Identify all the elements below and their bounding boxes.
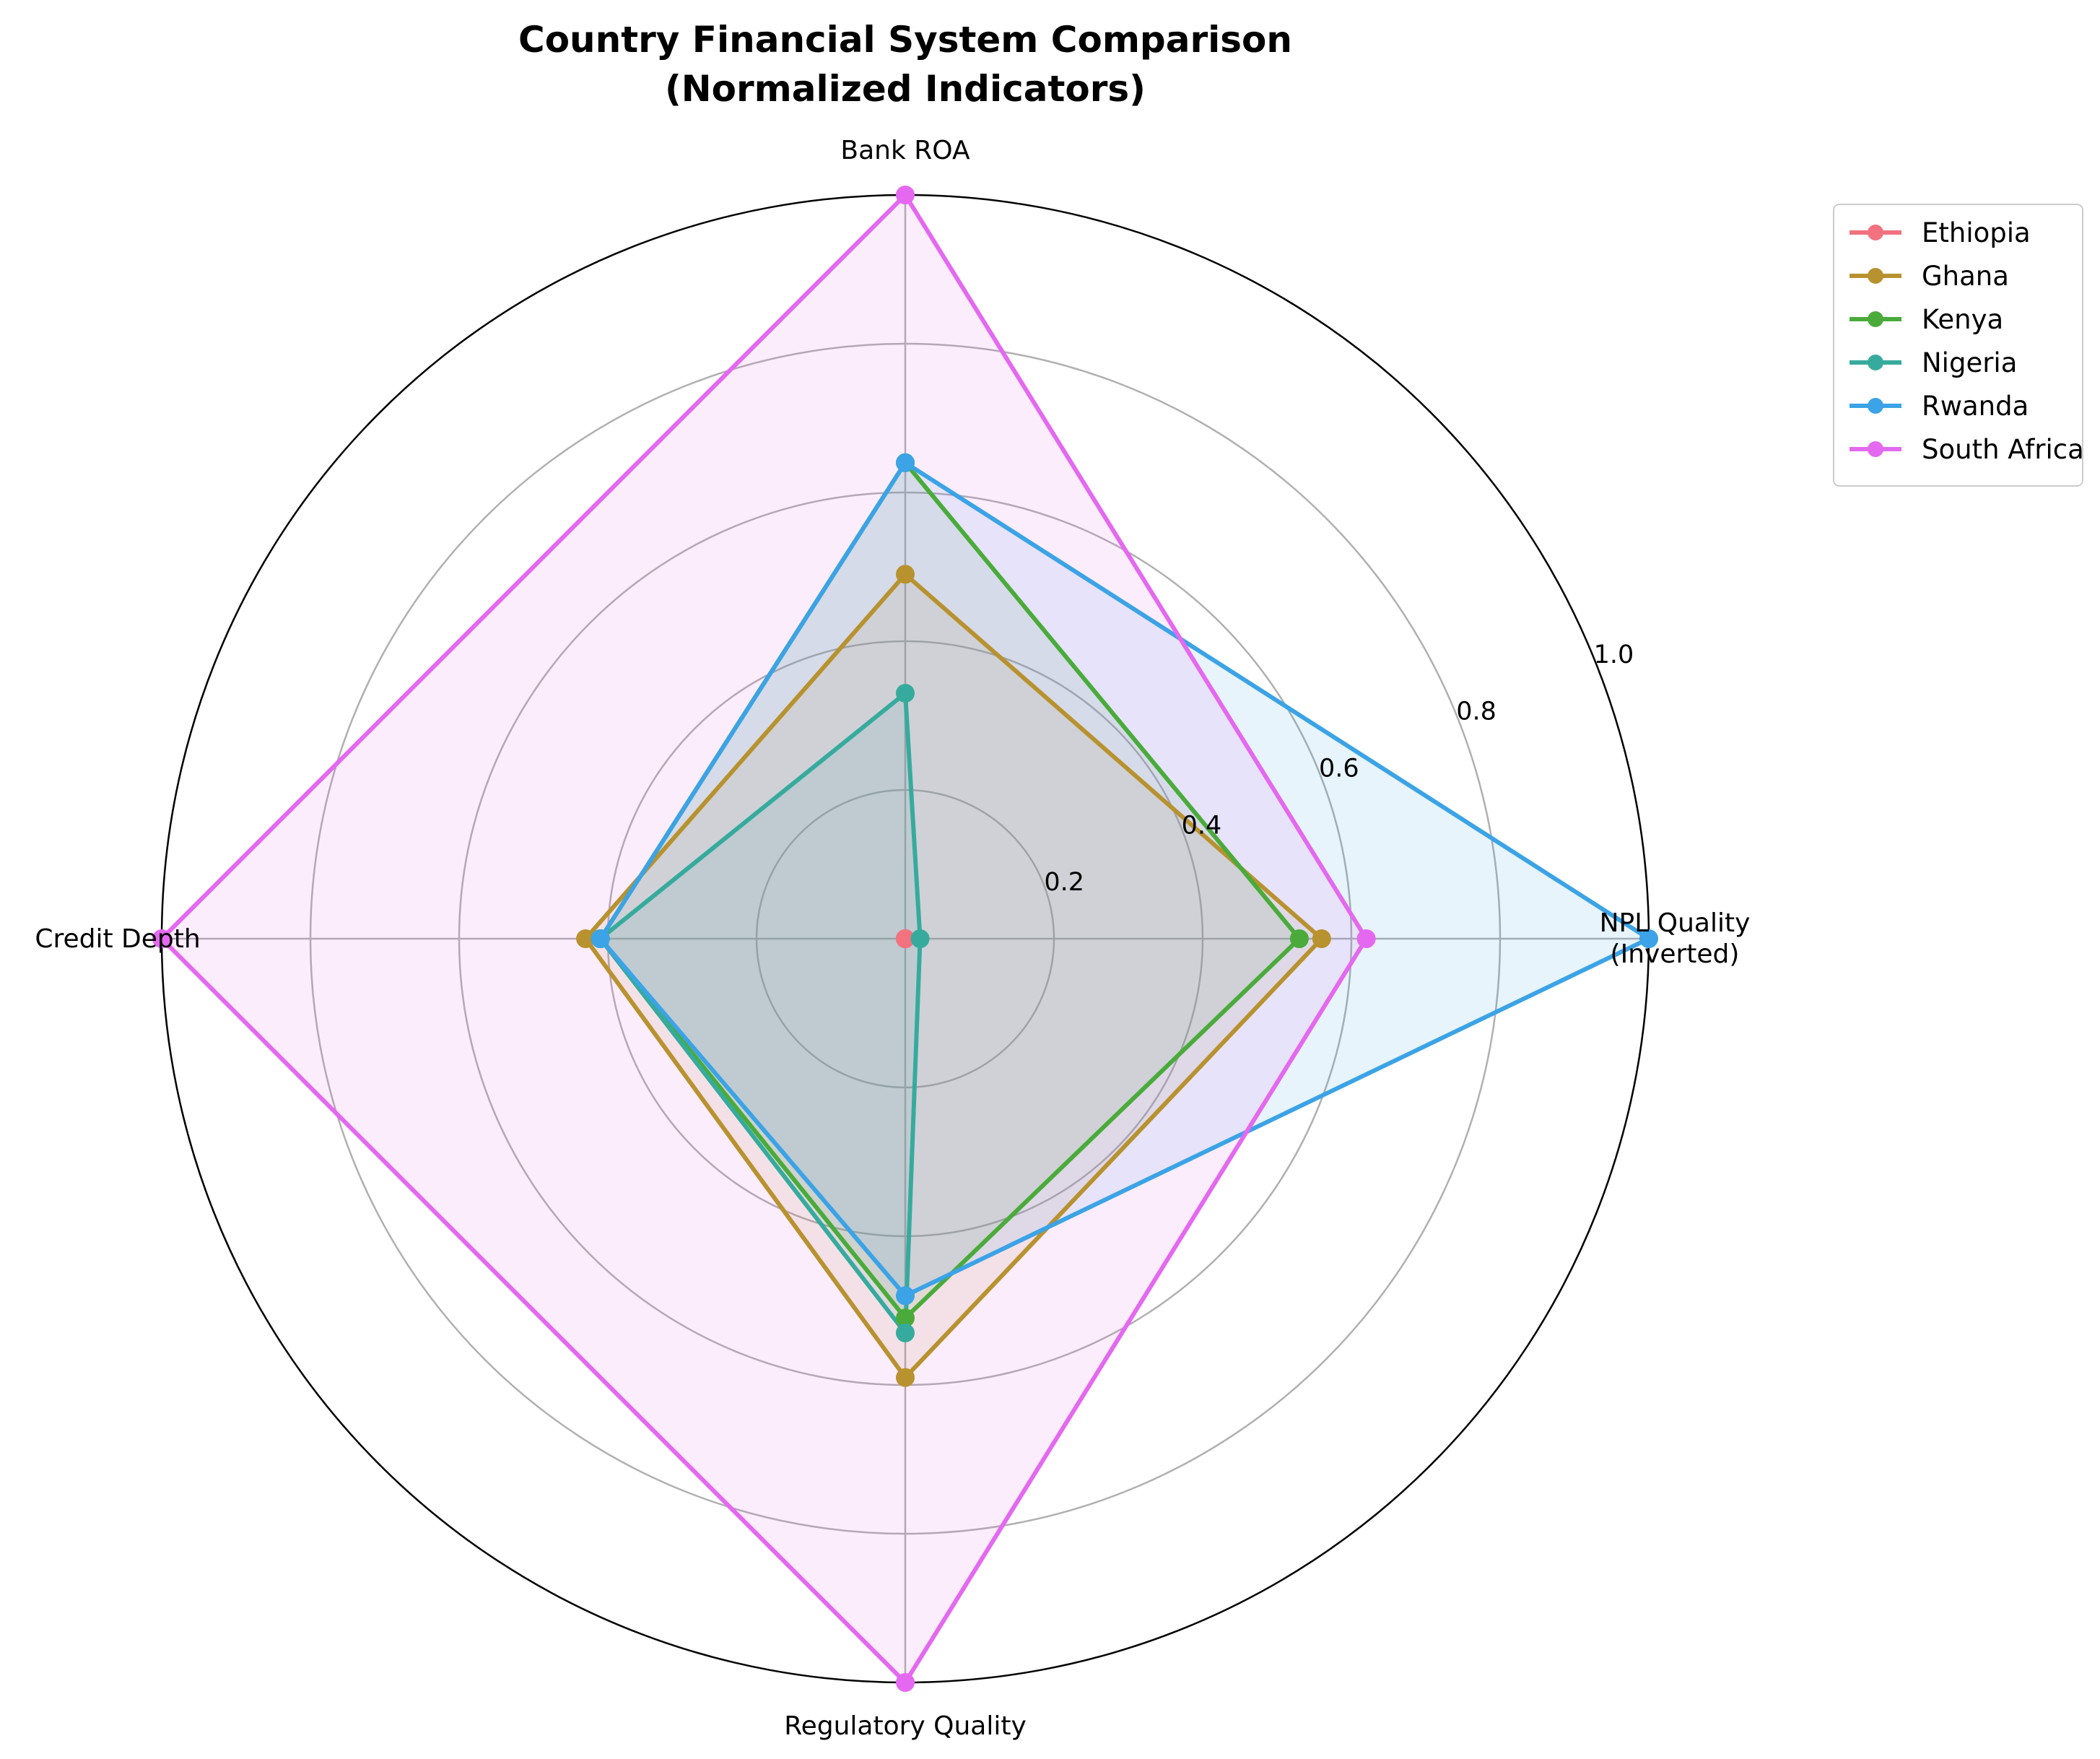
rtick-label-3: 0.8 <box>1456 698 1496 726</box>
series-fill-rwanda <box>600 462 1650 1296</box>
series-fill-nigeria <box>600 693 920 1333</box>
point-south-africa-1 <box>896 186 915 204</box>
legend-swatch-marker <box>1868 441 1883 457</box>
legend-label: South Africa <box>1922 434 2084 465</box>
series-fill-south-africa <box>162 195 1367 1682</box>
axis-label-3-0: Regulatory Quality <box>784 1711 1027 1741</box>
chart-title-line-1: Country Financial System Comparison <box>518 19 1292 61</box>
point-rwanda-3 <box>896 1286 915 1306</box>
axis-label-0-0: NPL Quality <box>1600 908 1751 938</box>
axis-label-0-1: (Inverted) <box>1611 939 1740 969</box>
legend-swatch-marker <box>1868 311 1883 327</box>
legend-swatch-marker <box>1868 355 1883 370</box>
point-south-africa-0 <box>1356 929 1376 948</box>
radial-tick-labels: 0.2 0.4 0.6 0.8 1.0 <box>1044 640 1634 897</box>
series-fill-ghana <box>585 574 1322 1378</box>
legend-label: Ghana <box>1922 261 2009 292</box>
legend-swatch-marker <box>1868 398 1883 414</box>
legend-label: Ethiopia <box>1922 217 2031 248</box>
point-rwanda-2 <box>591 929 610 948</box>
point-ghana-1 <box>896 565 915 584</box>
point-rwanda-0 <box>1639 929 1658 948</box>
point-south-africa-2 <box>152 929 171 948</box>
rtick-label-0: 0.2 <box>1044 868 1084 897</box>
point-ghana-0 <box>1312 929 1331 948</box>
legend-label: Rwanda <box>1922 391 2029 422</box>
legend-item-rwanda: Rwanda <box>1850 391 2029 422</box>
rtick-label-2: 0.6 <box>1319 755 1359 783</box>
legend-item-south-africa: South Africa <box>1850 434 2084 465</box>
legend-item-ethiopia: Ethiopia <box>1850 217 2031 248</box>
legend-item-nigeria: Nigeria <box>1850 347 2017 378</box>
point-kenya-0 <box>1289 929 1309 948</box>
legend-label: Kenya <box>1922 304 2003 335</box>
point-south-africa-3 <box>896 1673 915 1692</box>
axis-labels: NPL Quality(Inverted) Bank ROA Credit Dept… <box>35 136 1750 1741</box>
rtick-label-4: 1.0 <box>1594 640 1634 669</box>
legend: Ethiopia Ghana Kenya Nigeria Rwanda South Afr… <box>1833 204 2084 487</box>
legend-label: Nigeria <box>1922 347 2017 378</box>
rtick-label-1: 0.4 <box>1182 811 1222 840</box>
axis-label-1-0: Bank ROA <box>840 136 970 165</box>
series-markers <box>152 186 1658 1692</box>
chart-title-line-2: (Normalized Indicators) <box>665 68 1146 110</box>
legend-swatch-marker <box>1868 268 1883 284</box>
legend-item-ghana: Ghana <box>1850 261 2009 292</box>
point-nigeria-3 <box>896 1323 915 1342</box>
point-nigeria-1 <box>896 684 915 703</box>
point-rwanda-1 <box>896 453 915 472</box>
legend-item-kenya: Kenya <box>1850 304 2003 335</box>
point-ghana-3 <box>896 1368 915 1387</box>
axis-label-2-0: Credit Depth <box>35 924 200 954</box>
legend-swatch-marker <box>1868 225 1883 240</box>
point-nigeria-0 <box>910 929 930 948</box>
